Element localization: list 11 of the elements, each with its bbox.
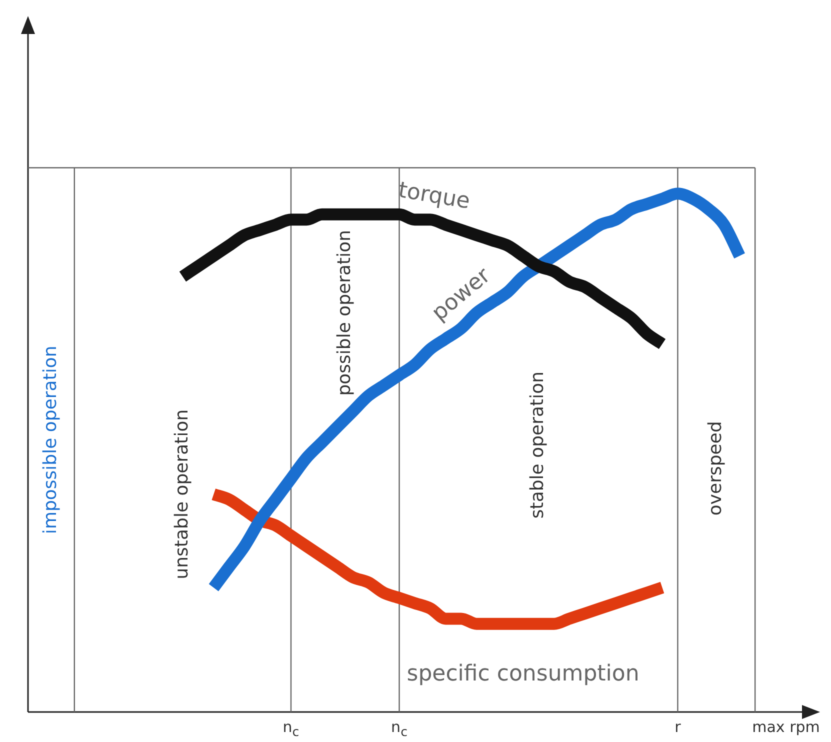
annotation: impossible operation [40, 346, 61, 534]
text: torque [396, 178, 472, 214]
x-tick-label: r [674, 718, 681, 736]
x-tick-label: n$_{c}$ [391, 718, 408, 741]
annotation: unstable operation [171, 409, 192, 580]
annotation: overspeed [705, 421, 726, 516]
x-tick-label: n$_{c}$ [282, 718, 300, 741]
annotation: possible operation [334, 230, 355, 396]
x-tick-label: max rpm [752, 718, 820, 736]
annotation: stable operation [527, 371, 548, 519]
text: specific consumption [406, 662, 640, 687]
